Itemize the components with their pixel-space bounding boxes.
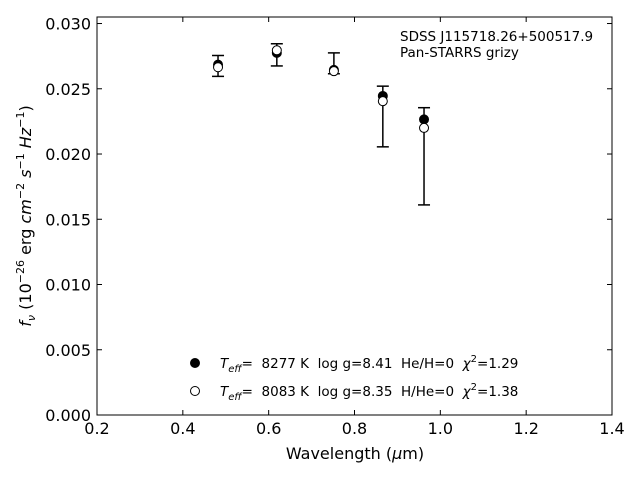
y-tick-label: 0.010 bbox=[45, 276, 91, 295]
data-point-open bbox=[271, 45, 282, 56]
y-tick-label: 0.020 bbox=[45, 145, 91, 164]
x-tick-label: 0.2 bbox=[84, 419, 109, 438]
data-point-filled bbox=[419, 114, 430, 125]
y-axis-title: fν (10−26 erg cm−2 s−1 Hz−1) bbox=[14, 105, 38, 326]
error-bars bbox=[212, 43, 431, 206]
y-tick-label: 0.000 bbox=[45, 406, 91, 425]
y-axis-ticks: 0.000 0.005 0.010 0.015 0.020 0.025 0.030 bbox=[45, 15, 612, 425]
data-point-open bbox=[328, 66, 339, 77]
legend-entry-1: Teff= 8277 K log g=8.41 He/H=0 χ2=1.29 bbox=[220, 354, 518, 375]
y-tick-label: 0.005 bbox=[45, 341, 91, 360]
x-axis-title: Wavelength (μm) bbox=[286, 444, 424, 463]
data-point-open bbox=[419, 122, 430, 133]
y-tick-label: 0.030 bbox=[45, 15, 91, 34]
annotation-object-name: SDSS J115718.26+500517.9 bbox=[400, 29, 593, 45]
y-tick-label: 0.025 bbox=[45, 80, 91, 99]
data-point-open bbox=[213, 62, 224, 73]
x-tick-label: 1.4 bbox=[599, 419, 624, 438]
x-tick-label: 0.8 bbox=[342, 419, 367, 438]
x-axis-ticks: 0.2 0.4 0.6 0.8 1.0 1.2 1.4 bbox=[84, 17, 625, 438]
data-markers bbox=[213, 45, 430, 133]
legend-marker-open bbox=[190, 386, 200, 396]
y-tick-label: 0.015 bbox=[45, 210, 91, 229]
x-tick-label: 0.4 bbox=[170, 419, 195, 438]
x-tick-label: 0.6 bbox=[256, 419, 281, 438]
legend: Teff= 8277 K log g=8.41 He/H=0 χ2=1.29 T… bbox=[190, 354, 518, 403]
legend-marker-filled bbox=[190, 358, 200, 368]
x-tick-label: 1.0 bbox=[428, 419, 453, 438]
legend-entry-2: Teff= 8083 K log g=8.35 H/He=0 χ2=1.38 bbox=[220, 382, 518, 403]
data-point-open bbox=[377, 96, 388, 107]
annotation-survey-name: Pan-STARRS grizy bbox=[400, 45, 519, 61]
x-tick-label: 1.2 bbox=[513, 419, 538, 438]
